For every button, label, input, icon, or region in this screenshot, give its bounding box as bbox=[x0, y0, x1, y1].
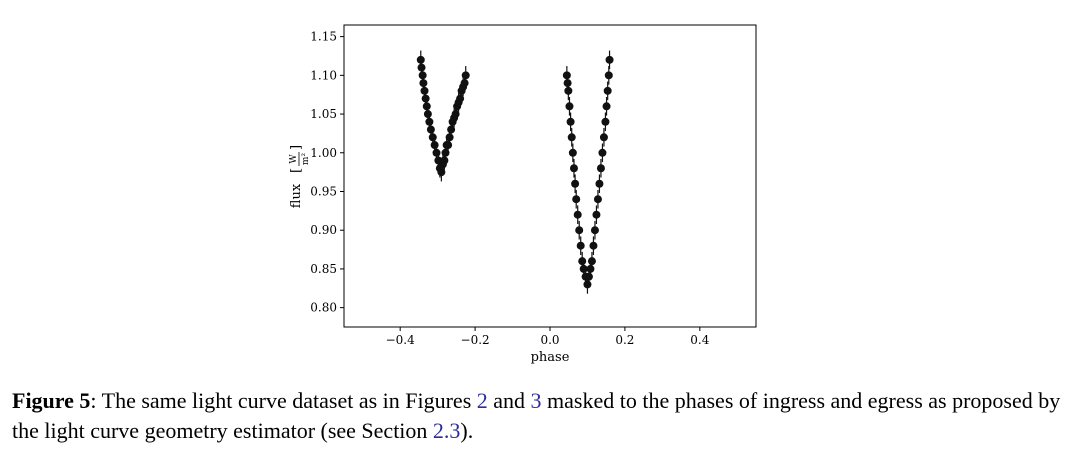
data-point bbox=[587, 257, 596, 266]
x-axis: −0.4 −0.2 0.0 0.2 0.4 bbox=[386, 327, 710, 347]
data-point bbox=[602, 102, 611, 111]
data-point bbox=[573, 210, 582, 219]
data-point bbox=[421, 94, 430, 103]
y-axis-label-bracket-close: ] bbox=[289, 145, 304, 150]
data-point bbox=[422, 102, 431, 111]
y-axis-label-bracket-open: [ bbox=[289, 168, 304, 173]
y-axis-label-main: flux bbox=[289, 183, 304, 208]
data-point bbox=[603, 86, 612, 95]
data-point bbox=[572, 195, 581, 204]
y-axis: 0.80 0.85 0.90 0.95 1.00 1.05 1.10 1.15 bbox=[310, 30, 344, 315]
light-curve-chart: −0.4 −0.2 0.0 0.2 0.4 0.80 0.85 0.90 0.95 1.00 1.… bbox=[289, 24, 757, 365]
data-point bbox=[575, 226, 584, 235]
y-axis-label-unit-denominator: m² bbox=[301, 153, 311, 166]
caption-text-1: : The same light curve dataset as in Fig… bbox=[90, 388, 477, 413]
data-point bbox=[565, 102, 574, 111]
y-tick-label: 0.95 bbox=[310, 184, 337, 198]
data-point bbox=[418, 71, 427, 80]
data-point bbox=[583, 280, 592, 289]
data-point bbox=[444, 141, 453, 150]
data-point bbox=[592, 210, 601, 219]
data-point bbox=[590, 226, 599, 235]
series-1 bbox=[416, 50, 470, 182]
data-point bbox=[426, 125, 435, 134]
figure-ref-2[interactable]: 2 bbox=[476, 388, 488, 413]
y-tick-label: 1.00 bbox=[310, 146, 337, 160]
series-2 bbox=[562, 50, 614, 294]
data-point bbox=[564, 86, 573, 95]
x-tick-label: 0.0 bbox=[540, 333, 559, 347]
y-tick-label: 1.05 bbox=[310, 107, 337, 121]
y-axis-label: flux [ W m² ] bbox=[289, 145, 311, 208]
y-tick-label: 0.90 bbox=[310, 223, 337, 237]
data-point bbox=[563, 79, 572, 88]
data-point bbox=[416, 55, 425, 64]
data-point bbox=[430, 141, 439, 150]
data-point bbox=[445, 133, 454, 142]
data-point bbox=[460, 79, 469, 88]
x-axis-label: phase bbox=[531, 350, 570, 365]
data-point bbox=[420, 86, 429, 95]
x-tick-label: 0.2 bbox=[615, 333, 634, 347]
data-point bbox=[596, 164, 605, 173]
light-curve-figure: −0.4 −0.2 0.0 0.2 0.4 0.80 0.85 0.90 0.95 1.00 1.… bbox=[289, 24, 757, 365]
data-point bbox=[589, 241, 598, 250]
data-point bbox=[584, 272, 593, 281]
data-point bbox=[425, 117, 434, 126]
figure-ref-3[interactable]: 3 bbox=[530, 388, 542, 413]
y-axis-label-unit-numerator: W bbox=[289, 154, 299, 164]
data-point bbox=[595, 179, 604, 188]
data-point bbox=[569, 164, 578, 173]
data-point bbox=[562, 71, 571, 80]
caption-text-4: ). bbox=[460, 418, 474, 443]
x-tick-label: −0.4 bbox=[386, 333, 416, 347]
x-tick-label: 0.4 bbox=[690, 333, 709, 347]
data-point bbox=[586, 264, 595, 273]
y-tick-label: 1.15 bbox=[310, 30, 337, 44]
data-point bbox=[423, 110, 432, 119]
data-point bbox=[601, 117, 610, 126]
data-point bbox=[593, 195, 602, 204]
data-point bbox=[441, 148, 450, 157]
data-marks bbox=[416, 50, 614, 294]
y-tick-label: 0.85 bbox=[310, 262, 337, 276]
data-point bbox=[598, 148, 607, 157]
section-ref[interactable]: 2.3 bbox=[432, 418, 461, 443]
data-point bbox=[419, 79, 428, 88]
data-point bbox=[605, 55, 614, 64]
data-point bbox=[599, 133, 608, 142]
data-point bbox=[576, 241, 585, 250]
data-point bbox=[567, 133, 576, 142]
data-point bbox=[417, 63, 426, 72]
y-tick-label: 0.80 bbox=[310, 301, 337, 315]
data-point bbox=[578, 257, 587, 266]
data-point bbox=[440, 156, 449, 165]
data-point bbox=[571, 179, 580, 188]
data-point bbox=[568, 148, 577, 157]
data-point bbox=[604, 71, 613, 80]
data-point bbox=[432, 148, 441, 157]
caption-text-3: masked to the phases of ingress and egre… bbox=[12, 388, 1061, 443]
data-point bbox=[428, 133, 437, 142]
caption-text-2: and bbox=[487, 388, 531, 413]
figure-caption: Figure 5: The same light curve dataset a… bbox=[12, 386, 1080, 446]
figure-label: Figure 5 bbox=[12, 388, 91, 413]
data-point bbox=[566, 117, 575, 126]
x-tick-label: −0.2 bbox=[461, 333, 490, 347]
data-point bbox=[461, 71, 470, 80]
plot-frame bbox=[343, 24, 757, 328]
y-tick-label: 1.10 bbox=[310, 68, 337, 82]
